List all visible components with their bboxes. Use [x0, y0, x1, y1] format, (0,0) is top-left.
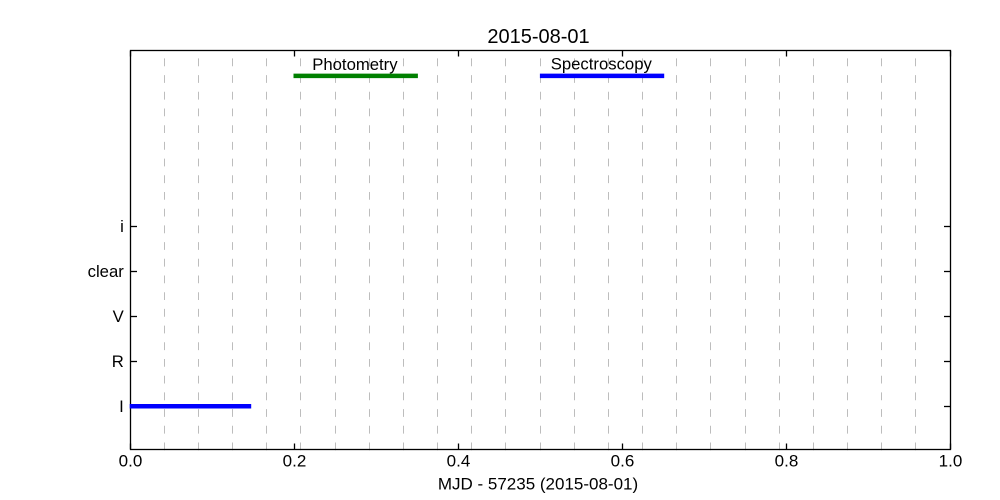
- svg-text:1.0: 1.0: [939, 452, 963, 471]
- svg-text:Spectroscopy: Spectroscopy: [551, 55, 653, 74]
- svg-text:0.8: 0.8: [775, 452, 799, 471]
- svg-text:0.2: 0.2: [283, 452, 307, 471]
- svg-text:0.6: 0.6: [611, 452, 635, 471]
- svg-text:0.4: 0.4: [447, 452, 471, 471]
- svg-text:V: V: [113, 307, 125, 326]
- svg-text:MJD - 57235 (2015-08-01): MJD - 57235 (2015-08-01): [438, 475, 638, 494]
- svg-text:2015-08-01: 2015-08-01: [487, 26, 589, 48]
- svg-text:Photometry: Photometry: [312, 55, 398, 74]
- svg-text:0.0: 0.0: [119, 452, 143, 471]
- svg-text:i: i: [120, 217, 124, 236]
- svg-text:clear: clear: [88, 262, 125, 281]
- svg-text:I: I: [119, 397, 124, 416]
- svg-text:R: R: [112, 352, 124, 371]
